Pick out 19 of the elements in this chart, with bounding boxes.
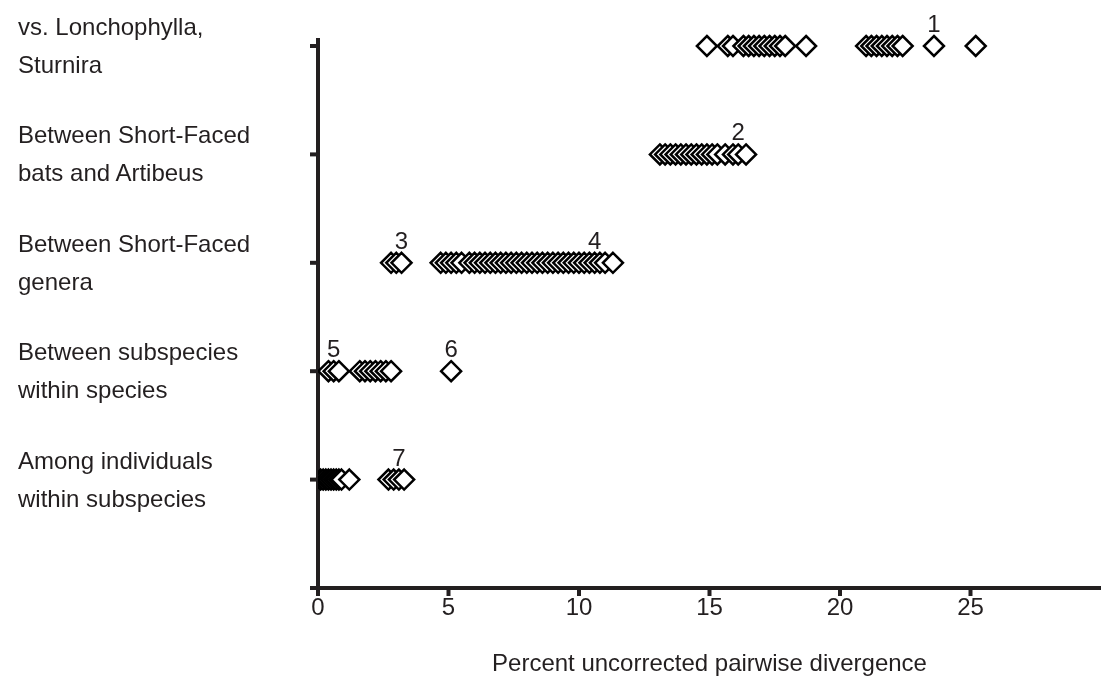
x-tick-label: 15 xyxy=(696,593,723,621)
x-tick-label: 0 xyxy=(311,593,325,621)
y-tick-label: Among individuals within subspecies xyxy=(17,446,213,512)
y-tick-label: vs. Lonchophylla, Sturnira xyxy=(18,13,204,78)
annotation: 2 xyxy=(731,118,745,146)
x-tick-label: 5 xyxy=(441,593,456,621)
y-tick-label: Between Short-Faced bats and Artibeus xyxy=(18,121,251,187)
annotation: 3 xyxy=(394,226,409,254)
annotation: 1 xyxy=(927,10,941,37)
annotation: 7 xyxy=(392,443,406,471)
x-tick-label: 25 xyxy=(957,593,984,621)
annotation: 4 xyxy=(587,226,602,254)
x-tick-label: 20 xyxy=(826,593,854,621)
annotation: 5 xyxy=(326,335,341,363)
x-axis-title: Percent uncorrected pairwise divergence xyxy=(492,649,927,676)
annotation: 6 xyxy=(444,335,458,363)
x-tick-label: 10 xyxy=(565,593,593,621)
y-tick-label: Between Short-Faced genera xyxy=(18,229,251,295)
y-tick-label: Between subspecies within species xyxy=(17,338,239,404)
